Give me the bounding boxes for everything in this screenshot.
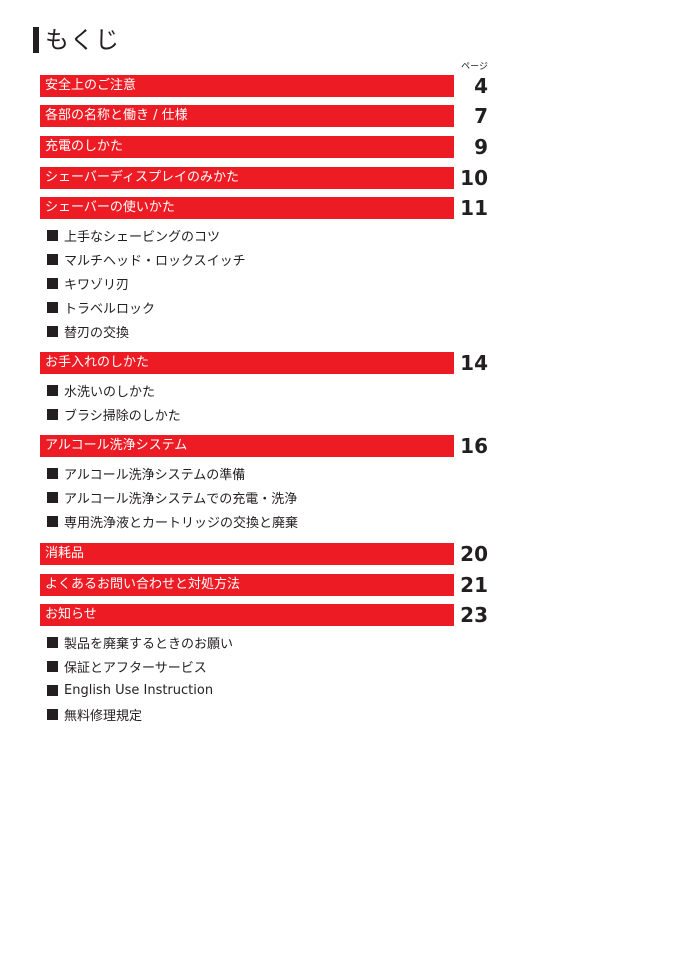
toc-subitem[interactable]: ブラシ掃除のしかた — [47, 405, 181, 424]
bullet-square-icon — [47, 325, 58, 337]
toc-section-notices[interactable]: お知らせ — [40, 604, 454, 626]
toc-subitem[interactable]: 製品を廃棄するときのお願い — [47, 633, 234, 652]
title-mark — [33, 27, 39, 53]
toc-page-number[interactable]: 21 — [460, 573, 488, 597]
toc-page-number[interactable]: 11 — [460, 196, 488, 220]
toc-subitem-label: マルチヘッド・ロックスイッチ — [64, 253, 246, 269]
page-title-text: もくじ — [45, 26, 120, 54]
toc-page-number[interactable]: 16 — [460, 434, 488, 458]
toc-subitem-label: アルコール洗浄システムの準備 — [64, 467, 246, 483]
toc-subitem-label: ブラシ掃除のしかた — [64, 408, 181, 424]
toc-subitem[interactable]: 無料修理規定 — [47, 705, 143, 724]
toc-section-safety[interactable]: 安全上のご注意 — [40, 75, 454, 97]
toc-subitem-label: キワゾリ刃 — [64, 277, 130, 293]
toc-subitem[interactable]: マルチヘッド・ロックスイッチ — [47, 250, 246, 269]
toc-page-number[interactable]: 7 — [474, 104, 488, 128]
bullet-square-icon — [47, 277, 58, 289]
toc-page-number[interactable]: 9 — [474, 135, 488, 159]
bullet-square-icon — [47, 384, 58, 396]
toc-subitem-label: 無料修理規定 — [64, 708, 143, 724]
toc-section-faq[interactable]: よくあるお問い合わせと対処方法 — [40, 574, 454, 596]
bullet-square-icon — [47, 301, 58, 313]
toc-subitem[interactable]: 専用洗浄液とカートリッジの交換と廃棄 — [47, 512, 299, 531]
page-title: もくじ — [33, 26, 120, 54]
toc-page-number[interactable]: 14 — [460, 351, 488, 375]
toc-subitem[interactable]: 水洗いのしかた — [47, 381, 156, 400]
toc-subitem[interactable]: アルコール洗浄システムでの充電・洗浄 — [47, 488, 298, 507]
toc-section-parts[interactable]: 各部の名称と働き / 仕様 — [40, 105, 454, 127]
toc-subitem-label: アルコール洗浄システムでの充電・洗浄 — [64, 491, 298, 507]
toc-subitem[interactable]: 上手なシェービングのコツ — [47, 226, 221, 245]
bullet-square-icon — [47, 467, 58, 479]
toc-subitem-label: 上手なシェービングのコツ — [64, 229, 221, 245]
bullet-square-icon — [47, 491, 58, 503]
page-column-label: ページ — [461, 62, 488, 72]
toc-page-number[interactable]: 10 — [460, 166, 488, 190]
bullet-square-icon — [47, 408, 58, 420]
toc-subitem-label: 専用洗浄液とカートリッジの交換と廃棄 — [64, 515, 299, 531]
toc-subitem-label: 製品を廃棄するときのお願い — [64, 636, 234, 652]
toc-subitem[interactable]: English Use Instruction — [47, 681, 213, 699]
toc-page-number[interactable]: 20 — [460, 542, 488, 566]
toc-subitem[interactable]: 替刃の交換 — [47, 322, 130, 341]
bullet-square-icon — [47, 515, 58, 527]
bullet-square-icon — [47, 229, 58, 241]
toc-subitem-label: 保証とアフターサービス — [64, 660, 207, 676]
toc-section-display[interactable]: シェーバーディスプレイのみかた — [40, 167, 454, 189]
toc-subitem-label: 替刃の交換 — [64, 325, 130, 341]
toc-section-care[interactable]: お手入れのしかた — [40, 352, 454, 374]
bullet-square-icon — [47, 708, 58, 720]
bullet-square-icon — [47, 636, 58, 648]
toc-subitem[interactable]: キワゾリ刃 — [47, 274, 130, 293]
toc-subitem-label: トラベルロック — [64, 301, 156, 317]
bullet-square-icon — [47, 253, 58, 265]
toc-subitem[interactable]: 保証とアフターサービス — [47, 657, 207, 676]
toc-subitem-label: English Use Instruction — [64, 682, 214, 698]
toc-section-usage[interactable]: シェーバーの使いかた — [40, 197, 454, 219]
toc-page-number[interactable]: 4 — [474, 74, 488, 98]
toc-subitem-label: 水洗いのしかた — [64, 384, 156, 400]
bullet-square-icon — [47, 660, 58, 672]
toc-section-charging[interactable]: 充電のしかた — [40, 136, 454, 158]
bullet-square-icon — [47, 684, 58, 696]
toc-section-consumables[interactable]: 消耗品 — [40, 543, 454, 565]
toc-subitem[interactable]: アルコール洗浄システムの準備 — [47, 464, 246, 483]
toc-subitem[interactable]: トラベルロック — [47, 298, 156, 317]
toc-page-number[interactable]: 23 — [460, 603, 488, 627]
toc-section-alcohol-cleaning[interactable]: アルコール洗浄システム — [40, 435, 454, 457]
